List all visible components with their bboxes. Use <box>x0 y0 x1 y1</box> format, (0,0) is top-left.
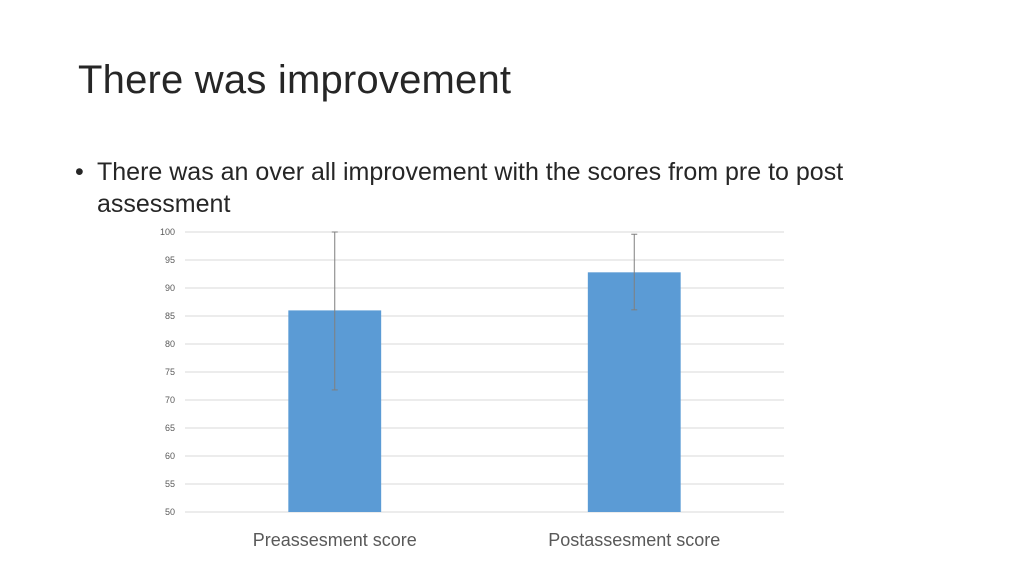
y-tick-label: 95 <box>165 255 175 265</box>
bars <box>288 272 681 512</box>
y-tick-label: 80 <box>165 339 175 349</box>
bar-chart: 50 55 60 65 70 75 80 85 90 95 100 Preassesment sco… <box>160 227 784 550</box>
y-tick-label: 100 <box>160 227 175 237</box>
x-category-label: Preassesment score <box>253 530 417 550</box>
x-axis-labels: Preassesment score Postassesment score <box>253 530 721 550</box>
y-axis-ticks: 50 55 60 65 70 75 80 85 90 95 100 <box>160 227 175 517</box>
y-tick-label: 55 <box>165 479 175 489</box>
bullet-list: • There was an over all improvement with… <box>75 156 955 220</box>
bullet-text: There was an over all improvement with t… <box>97 158 844 218</box>
y-tick-label: 85 <box>165 311 175 321</box>
bar <box>587 272 681 512</box>
y-tick-label: 65 <box>165 423 175 433</box>
error-bars <box>331 231 638 391</box>
y-tick-label: 90 <box>165 283 175 293</box>
y-tick-label: 60 <box>165 451 175 461</box>
x-category-label: Postassesment score <box>548 530 720 550</box>
grid-lines <box>185 231 784 513</box>
slide-title: There was improvement <box>78 58 512 102</box>
bullet-marker: • <box>75 158 84 186</box>
y-tick-label: 75 <box>165 367 175 377</box>
y-tick-label: 70 <box>165 395 175 405</box>
bullet-item: • There was an over all improvement with… <box>75 156 955 220</box>
y-tick-label: 50 <box>165 507 175 517</box>
